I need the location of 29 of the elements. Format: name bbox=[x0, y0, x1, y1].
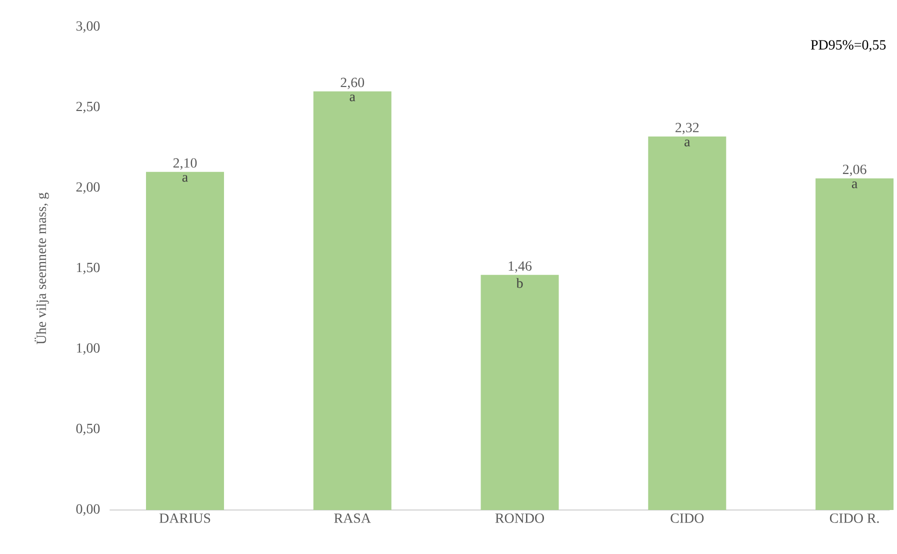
bar bbox=[146, 172, 224, 510]
annotation: PD95%=0,55 bbox=[810, 40, 886, 52]
y-tick-label: 0,00 bbox=[76, 504, 100, 516]
data-label: 1,46 bbox=[508, 261, 532, 273]
data-label: 2,60 bbox=[340, 78, 364, 90]
x-tick-label: RASA bbox=[334, 514, 371, 523]
bar bbox=[648, 136, 726, 510]
annotation: a bbox=[350, 94, 356, 102]
annotation: a bbox=[852, 182, 858, 188]
annotation: a bbox=[182, 175, 188, 182]
annotation: b bbox=[516, 278, 523, 288]
y-tick-label: 2,50 bbox=[76, 102, 100, 114]
data-label: 2,10 bbox=[173, 158, 197, 170]
y-tick-label: 0,50 bbox=[76, 424, 100, 436]
y-tick-label: 1,00 bbox=[76, 343, 100, 355]
x-tick-label: CIDO R. bbox=[830, 514, 879, 523]
x-tick-label: DARIUS bbox=[159, 514, 210, 523]
bar bbox=[480, 274, 559, 510]
x-tick-label: RONDO bbox=[495, 514, 544, 523]
x-tick-label: CIDO bbox=[670, 514, 704, 523]
bar bbox=[313, 91, 392, 510]
data-label: 2,06 bbox=[842, 164, 866, 176]
y-axis-title: Ühe vilja seemnete mass, g bbox=[34, 192, 49, 344]
y-tick-label: 2,00 bbox=[76, 182, 100, 194]
bar bbox=[816, 178, 894, 510]
data-label: 2,32 bbox=[676, 122, 699, 134]
y-tick-label: 3,00 bbox=[76, 21, 100, 33]
y-tick-label: 1,50 bbox=[76, 262, 100, 274]
annotation: a bbox=[684, 140, 690, 146]
